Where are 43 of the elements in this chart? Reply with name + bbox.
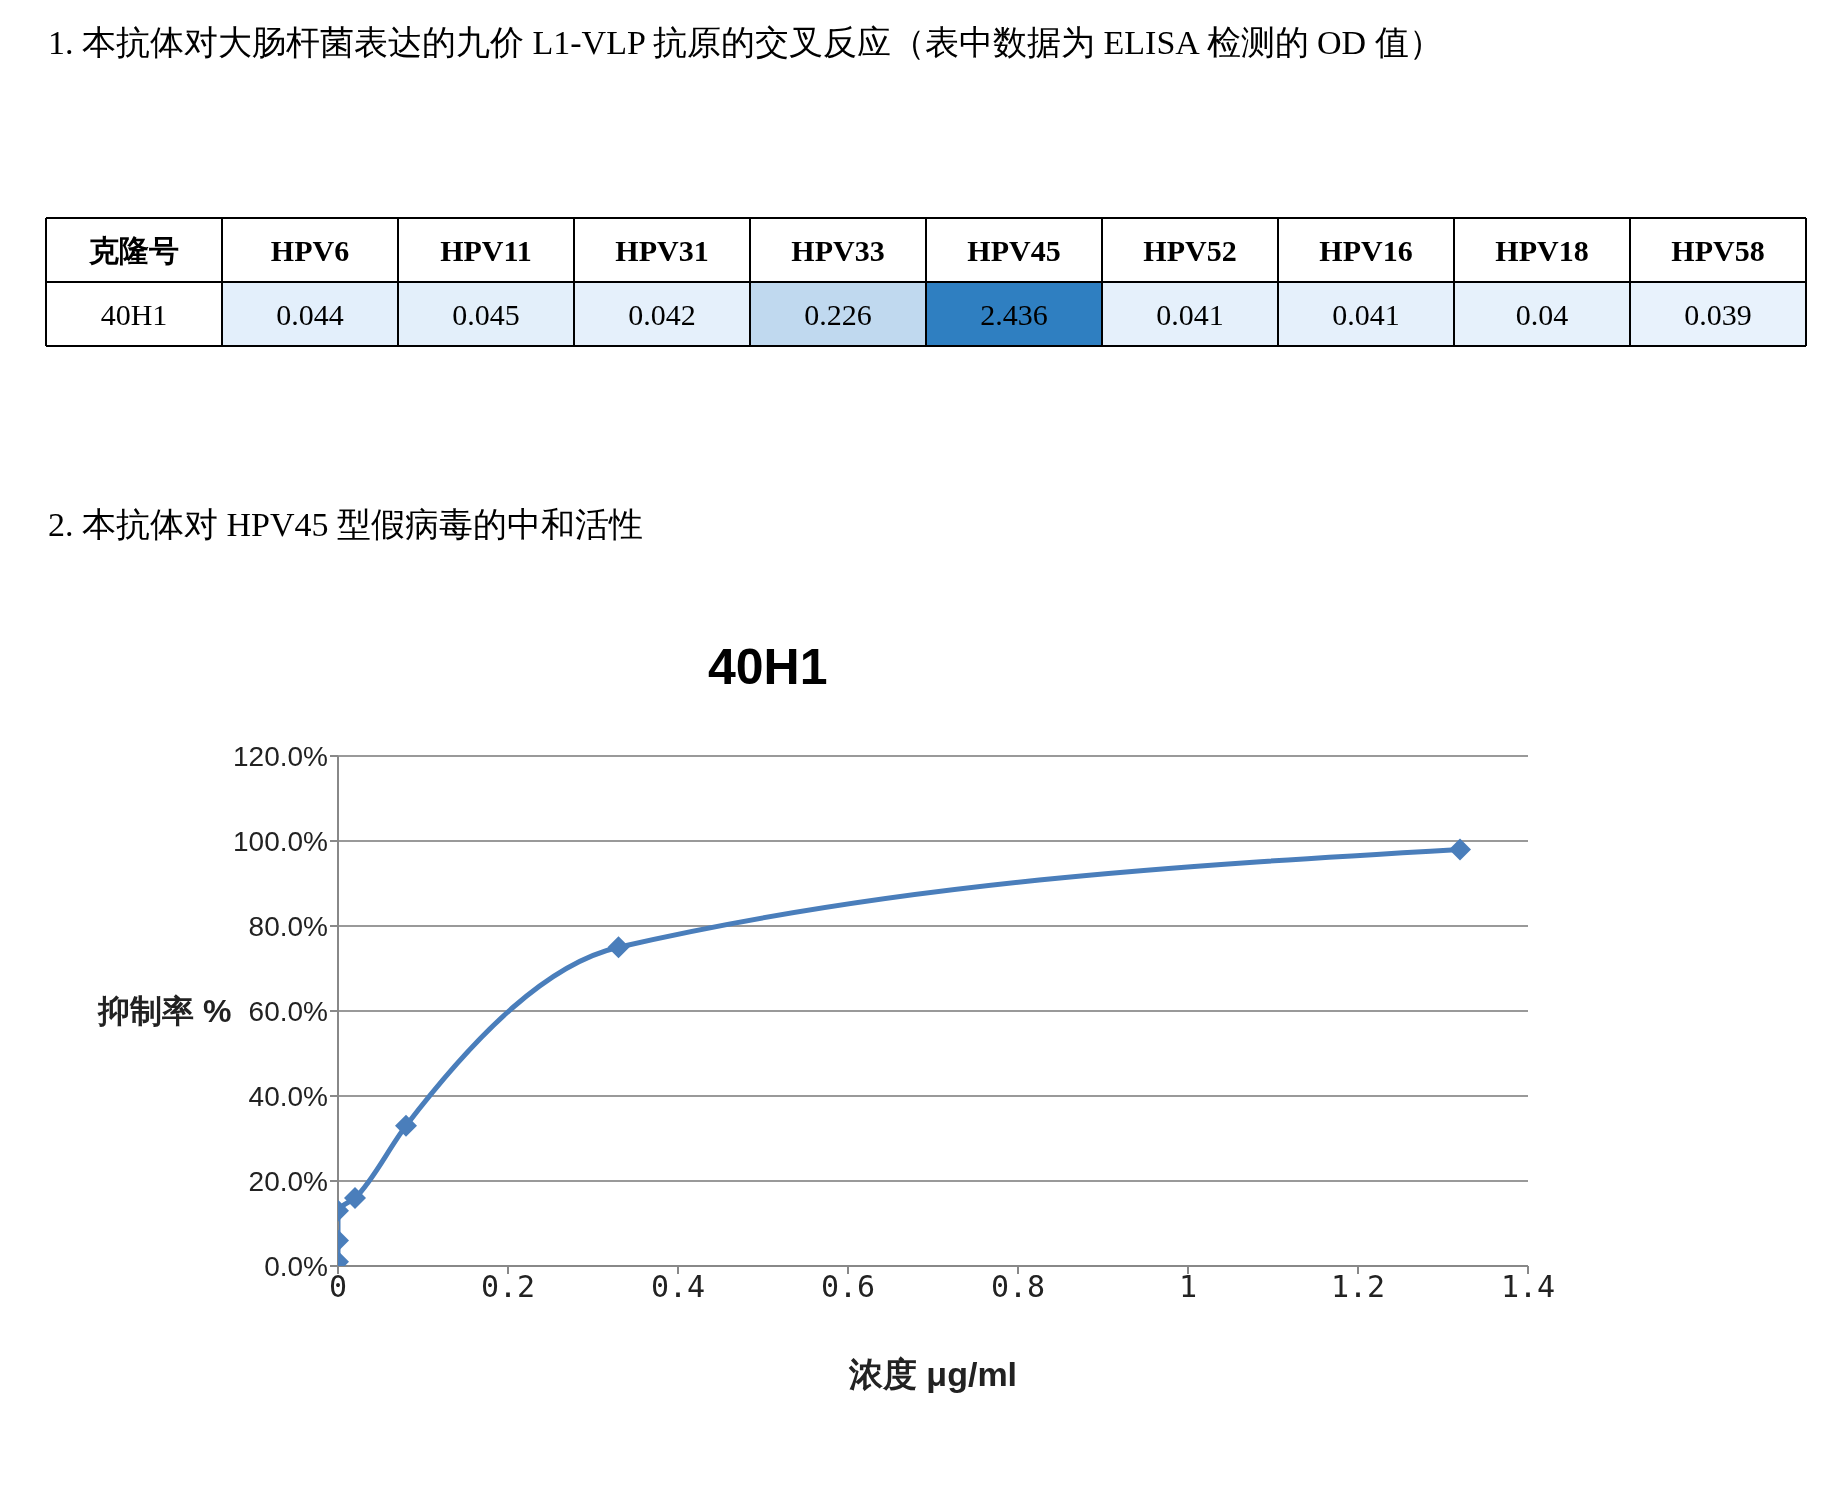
- x-tick-label: HPV11: [440, 234, 532, 267]
- x-tick-label: 0.8: [990, 1269, 1046, 1305]
- y-axis-title: 抑制率 %: [97, 993, 232, 1030]
- data-label: 0.039: [1684, 298, 1752, 331]
- y-tick-label: 40.0%: [248, 1080, 328, 1112]
- x-tick-label: HPV6: [270, 234, 350, 267]
- y-tick-label: 20.0%: [248, 1165, 328, 1197]
- data-label: 0.041: [1156, 298, 1224, 331]
- chart-title: 1. 本抗体对大肠杆菌表达的九价 L1-VLP 抗原的交叉反应（表中数据为 ELISA 检测的 OD 值）: [48, 23, 1444, 63]
- x-tick-label: 1.2: [1330, 1269, 1386, 1305]
- x-tick-label: 0.6: [820, 1269, 876, 1305]
- x-tick-label: 1: [1178, 1269, 1198, 1305]
- y-axis-title: 克隆号: [88, 234, 179, 267]
- y-tick-label: 0.0%: [264, 1250, 328, 1282]
- chart-subtitle: 2. 本抗体对 HPV45 型假病毒的中和活性: [48, 505, 645, 545]
- point: [1449, 838, 1471, 861]
- x-tick-label: HPV31: [615, 234, 709, 267]
- x-tick-label: HPV52: [1143, 234, 1237, 267]
- chart-title: 40H1: [708, 638, 829, 696]
- x-tick-label: HPV45: [967, 234, 1061, 267]
- data-label: 0.042: [628, 298, 696, 331]
- data-label: 0.04: [1515, 298, 1569, 331]
- x-tick-label: 0.2: [480, 1269, 536, 1305]
- y-tick-label: 60.0%: [248, 995, 328, 1027]
- y-tick-label: 120.0%: [233, 740, 328, 772]
- data-label: 0.044: [276, 298, 344, 331]
- data-label: 0.045: [452, 298, 520, 331]
- x-tick-label: HPV18: [1495, 234, 1589, 267]
- point: [344, 1187, 366, 1209]
- y-tick-label: 100.0%: [233, 825, 328, 857]
- y-tick-label: 80.0%: [248, 910, 328, 942]
- data-label: 0.226: [804, 298, 872, 331]
- x-axis-title: 浓度 μg/ml: [847, 1355, 1018, 1393]
- x-tick-label: 1.4: [1500, 1269, 1556, 1305]
- data-label: 0.041: [1332, 298, 1400, 331]
- data-label: 2.436: [980, 298, 1048, 331]
- x-tick-label: HPV16: [1319, 234, 1413, 267]
- point: [395, 1114, 417, 1137]
- x-tick-label: HPV58: [1671, 234, 1765, 267]
- x-tick-label: HPV33: [791, 234, 885, 267]
- x-tick-label: 0.4: [650, 1269, 706, 1305]
- point: [607, 936, 630, 959]
- x-tick-label: 0: [328, 1269, 348, 1305]
